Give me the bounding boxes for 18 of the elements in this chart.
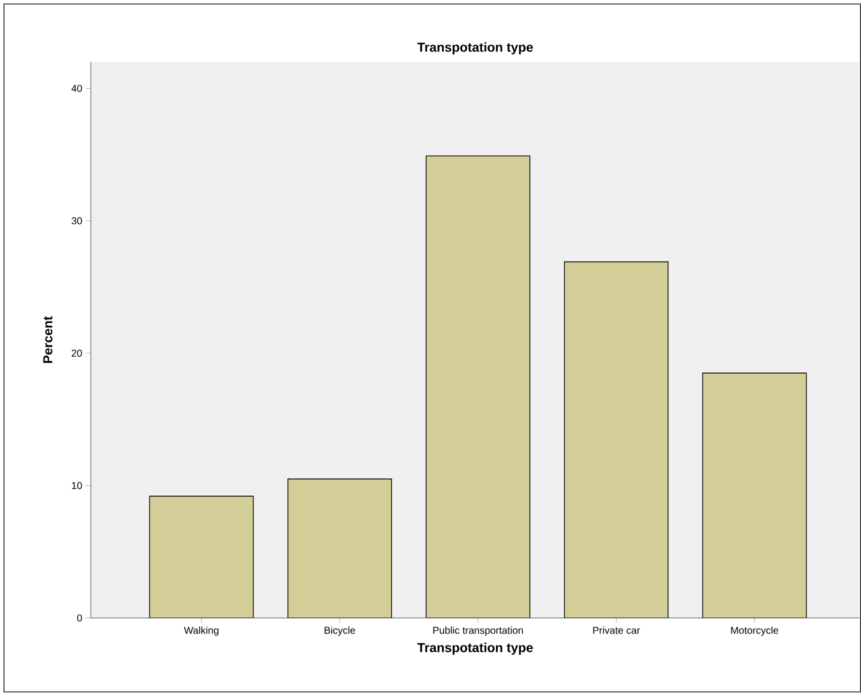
x-tick-label: Walking bbox=[184, 626, 218, 636]
bar bbox=[702, 372, 807, 618]
y-tick-label: 0 bbox=[77, 614, 82, 622]
chart-title: Transpotation type bbox=[417, 42, 533, 54]
x-tick-label: Bicycle bbox=[324, 626, 356, 636]
y-tick-label: 30 bbox=[72, 217, 82, 224]
y-tick-label: 10 bbox=[72, 482, 82, 490]
y-tick-label: 40 bbox=[71, 84, 82, 92]
bar bbox=[564, 261, 669, 618]
x-tick-label: Public transportation bbox=[433, 626, 523, 636]
x-axis-title: Transpotation type bbox=[417, 642, 533, 655]
x-tick-label: Motorcycle bbox=[731, 626, 778, 636]
bar bbox=[426, 156, 530, 618]
y-axis-title: Percent bbox=[43, 316, 52, 363]
y-tick-label: 20 bbox=[72, 350, 82, 357]
bar bbox=[149, 496, 254, 618]
x-tick-label: Private car bbox=[593, 626, 640, 634]
bar bbox=[287, 478, 392, 618]
